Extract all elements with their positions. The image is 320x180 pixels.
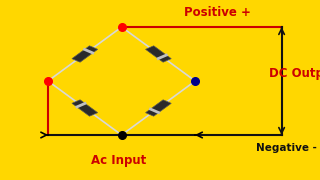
Polygon shape	[146, 100, 171, 116]
Text: Negative -: Negative -	[256, 143, 317, 153]
Polygon shape	[72, 46, 98, 62]
Text: Ac Input: Ac Input	[91, 154, 146, 167]
Polygon shape	[146, 46, 171, 62]
Text: DC Output: DC Output	[269, 67, 320, 80]
Text: Positive +: Positive +	[184, 6, 251, 19]
Polygon shape	[72, 100, 98, 116]
